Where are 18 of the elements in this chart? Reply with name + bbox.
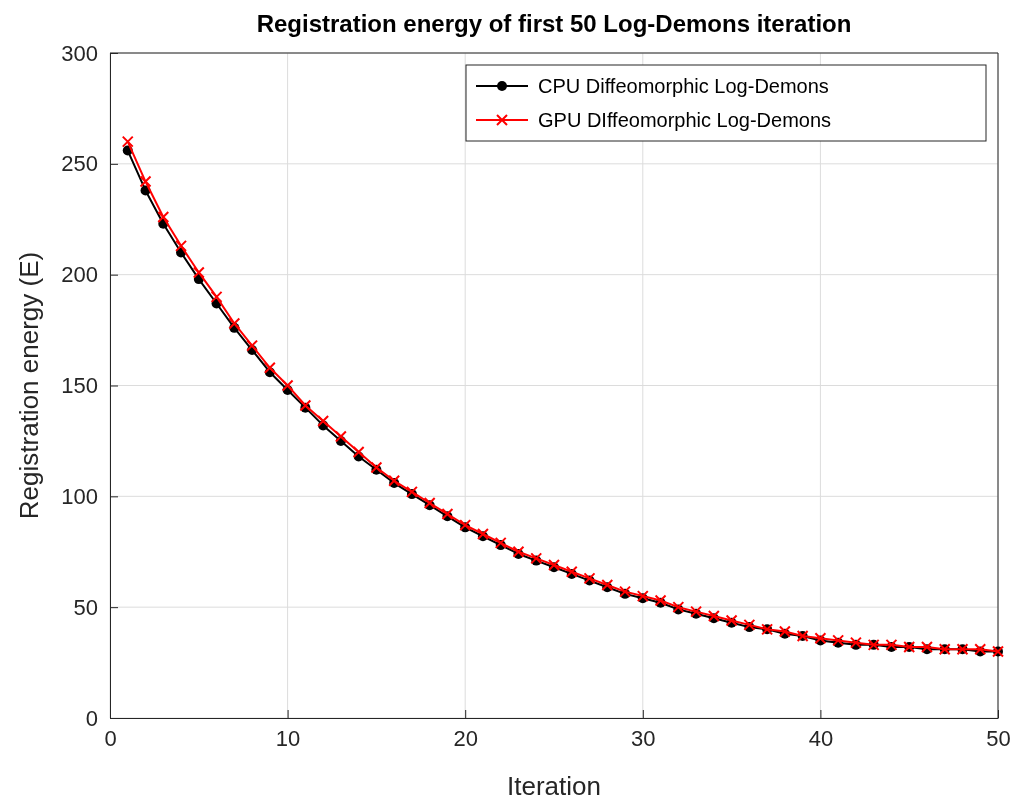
legend-label: GPU DIffeomorphic Log-Demons <box>538 109 832 131</box>
x-tick-label: 0 <box>104 725 117 751</box>
y-tick-label: 200 <box>61 262 98 288</box>
legend-label: CPU Diffeomorphic Log-Demons <box>538 75 829 97</box>
y-tick-label: 250 <box>61 151 98 177</box>
x-tick-label: 30 <box>631 725 656 751</box>
x-tick-label: 20 <box>453 725 478 751</box>
y-tick-label: 0 <box>85 705 98 731</box>
y-tick-label: 50 <box>73 594 98 620</box>
x-tick-label: 10 <box>275 725 301 751</box>
y-axis-title: Registration energy (E) <box>14 251 44 520</box>
x-tick-label: 50 <box>986 725 1011 751</box>
y-tick-label: 100 <box>61 483 98 509</box>
y-tick-label: 300 <box>61 40 98 66</box>
x-axis-title: Iteration <box>507 771 601 801</box>
y-tick-label: 150 <box>61 373 98 399</box>
chart-title: Registration energy of first 50 Log-Demons iteration <box>256 10 852 37</box>
x-tick-label: 40 <box>808 725 834 751</box>
